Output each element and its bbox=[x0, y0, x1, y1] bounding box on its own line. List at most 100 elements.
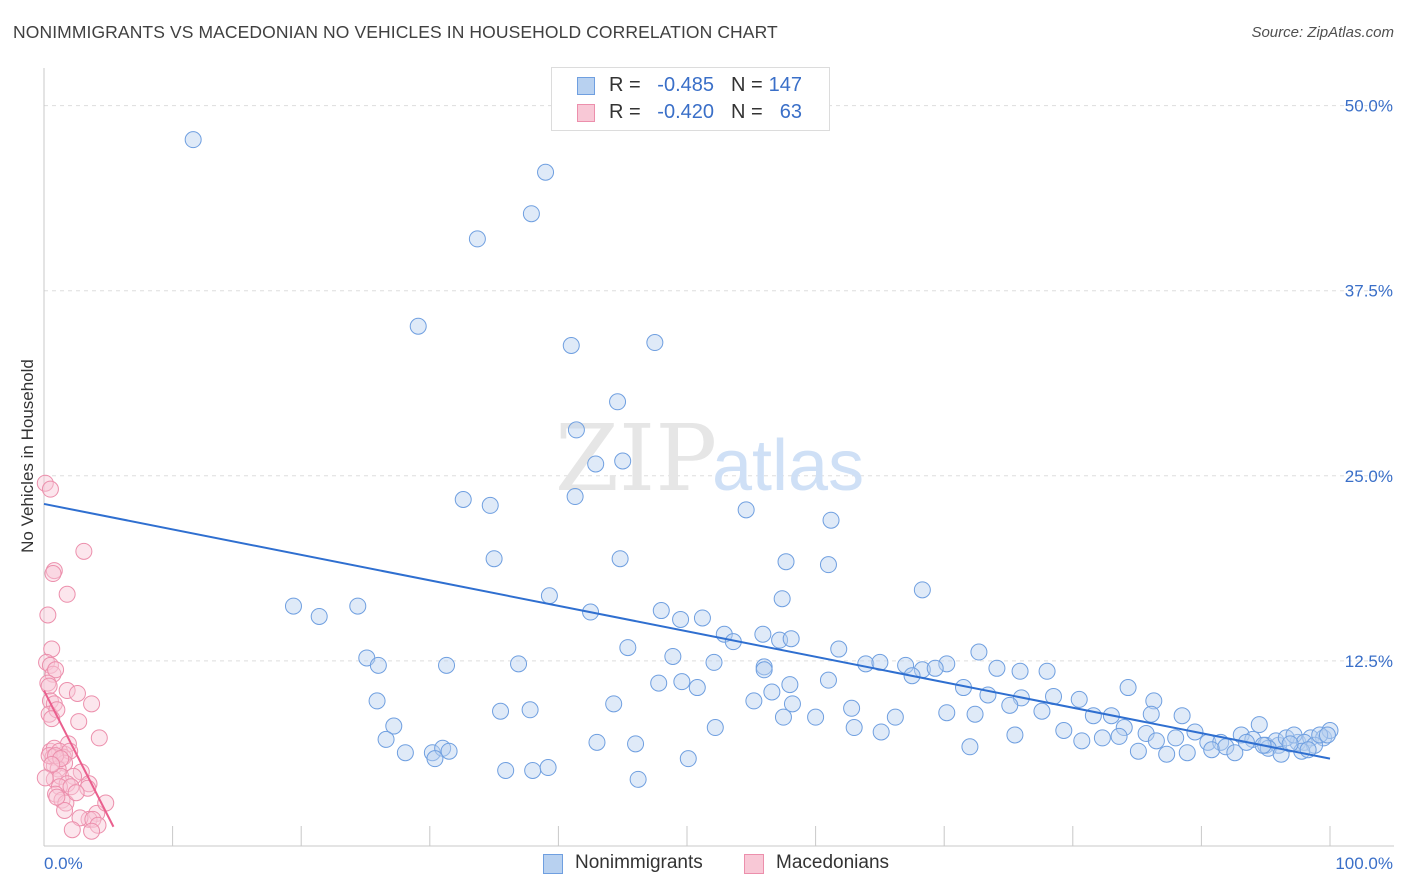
nonimmigrants-point-146 bbox=[1110, 727, 1128, 745]
macedonians-point-54 bbox=[97, 794, 115, 812]
nonimmigrants-point-25 bbox=[310, 607, 328, 625]
nonimmigrants-point-35 bbox=[782, 630, 800, 648]
macedonians-point-20 bbox=[83, 695, 101, 713]
nonimmigrants-point-123 bbox=[679, 750, 697, 768]
macedonians-point-23 bbox=[90, 729, 108, 747]
macedonians-point-4 bbox=[44, 565, 62, 583]
nonimmigrants-point-32 bbox=[754, 625, 772, 643]
nonimmigrants-point-68 bbox=[1145, 692, 1163, 710]
nonimmigrants-point-144 bbox=[1158, 745, 1176, 763]
macedonians-point-22 bbox=[70, 713, 88, 731]
nonimmigrants-point-6 bbox=[646, 334, 664, 352]
nonimmigrants-point-29 bbox=[693, 609, 711, 627]
nonimmigrants-point-56 bbox=[819, 671, 837, 689]
nonimmigrants-point-106 bbox=[1178, 744, 1196, 762]
nonimmigrants-point-143 bbox=[1281, 735, 1299, 753]
n-value: 63 bbox=[779, 101, 802, 123]
macedonians-point-15 bbox=[68, 684, 86, 702]
legend-label: Nonimmigrants bbox=[575, 852, 703, 873]
legend-item-macedonians[interactable]: Macedonians bbox=[744, 851, 914, 877]
nonimmigrants-point-136 bbox=[1167, 729, 1185, 747]
macedonians-point-13 bbox=[40, 677, 58, 695]
nonimmigrants-point-89 bbox=[396, 744, 414, 762]
nonimmigrants-point-77 bbox=[843, 699, 861, 717]
nonimmigrants-point-97 bbox=[872, 723, 890, 741]
r-label: R = bbox=[609, 74, 641, 96]
nonimmigrants-point-53 bbox=[1011, 662, 1029, 680]
nonimmigrants-point-75 bbox=[783, 695, 801, 713]
macedonians-point-6 bbox=[39, 606, 57, 624]
nonimmigrants-point-4 bbox=[409, 317, 427, 335]
nonimmigrants-point-80 bbox=[966, 705, 984, 723]
n-value: 147 bbox=[768, 74, 802, 96]
nonimmigrants-point-36 bbox=[830, 640, 848, 658]
legend-label: Macedonians bbox=[776, 852, 890, 873]
nonimmigrants-point-52 bbox=[988, 659, 1006, 677]
nonimmigrants-point-23 bbox=[284, 597, 302, 615]
tick-labels: 12.5% 25.0% 37.5% 50.0% 0.0% 100.0% bbox=[44, 97, 1393, 873]
nonimmigrants-point-1 bbox=[537, 163, 555, 181]
nonimmigrants-point-8 bbox=[567, 421, 585, 439]
nonimmigrants-point-67 bbox=[1119, 679, 1137, 697]
macedonians-point-60 bbox=[36, 769, 54, 787]
nonimmigrants-point-22 bbox=[773, 590, 791, 608]
nonimmigrants-point-19 bbox=[819, 556, 837, 574]
nonimmigrants-point-5 bbox=[562, 337, 580, 354]
macedonians-point-53 bbox=[89, 816, 107, 834]
nonimmigrants-point-57 bbox=[673, 673, 691, 691]
macedonians-point-58 bbox=[52, 750, 70, 768]
nonimmigrants-point-72 bbox=[521, 701, 539, 719]
nonimmigrants-point-118 bbox=[440, 742, 458, 760]
macedonians-point-62 bbox=[67, 784, 85, 802]
nonimmigrants-point-122 bbox=[629, 770, 647, 788]
macedonians-point-57 bbox=[47, 747, 65, 765]
macedonians-point-55 bbox=[63, 821, 81, 839]
x-tick-label-0: 0.0% bbox=[44, 854, 83, 873]
y-tick-label-0: 12.5% bbox=[1345, 652, 1393, 671]
nonimmigrants-point-95 bbox=[774, 708, 792, 726]
watermark: ZIP atlas bbox=[555, 405, 864, 512]
nonimmigrants-point-50 bbox=[926, 659, 944, 677]
stats-box: R = -0.485 N = 147 R = -0.420 N = 63 bbox=[551, 67, 830, 131]
nonimmigrants-point-43 bbox=[705, 653, 723, 671]
macedonians-point-56 bbox=[83, 822, 101, 840]
nonimmigrants-point-45 bbox=[857, 655, 875, 673]
legend-item-nonimmigrants[interactable]: Nonimmigrants bbox=[543, 851, 723, 877]
nonimmigrants-point-81 bbox=[1001, 696, 1019, 714]
nonimmigrants-legend-swatch bbox=[543, 854, 563, 874]
nonimmigrants-point-21 bbox=[540, 587, 558, 605]
nonimmigrants-point-120 bbox=[524, 761, 542, 779]
nonimmigrants-point-131 bbox=[1318, 726, 1336, 744]
nonimmigrants-point-96 bbox=[845, 719, 863, 737]
x-tick-label-1: 100.0% bbox=[1335, 854, 1393, 873]
nonimmigrants-point-73 bbox=[605, 695, 623, 713]
macedonians-point-51 bbox=[71, 809, 89, 827]
nonimmigrants-point-78 bbox=[886, 708, 904, 726]
nonimmigrants-point-15 bbox=[822, 511, 840, 529]
r-label: R = bbox=[609, 101, 641, 123]
nonimmigrants-point-17 bbox=[611, 550, 629, 568]
macedonians-point-48 bbox=[56, 801, 74, 819]
nonimmigrants-point-7 bbox=[609, 393, 627, 411]
nonimmigrants-point-40 bbox=[369, 656, 387, 674]
nonimmigrants-point-71 bbox=[492, 702, 510, 720]
nonimmigrants-point-69 bbox=[763, 683, 781, 701]
nonimmigrants-point-55 bbox=[755, 661, 773, 679]
nonimmigrants-point-12 bbox=[454, 491, 472, 508]
y-tick-label-3: 50.0% bbox=[1345, 97, 1393, 116]
nonimmigrants-point-14 bbox=[737, 501, 755, 519]
nonimmigrants-point-54 bbox=[1038, 662, 1056, 680]
nonimmigrants-point-74 bbox=[745, 692, 763, 710]
nonimmigrants-point-79 bbox=[938, 704, 956, 722]
nonimmigrants-point-70 bbox=[368, 692, 386, 710]
nonimmigrants-point-102 bbox=[1093, 729, 1111, 747]
macedonians-legend-swatch bbox=[744, 854, 764, 874]
nonimmigrants-point-117 bbox=[426, 750, 444, 768]
nonimmigrants-point-42 bbox=[510, 655, 528, 673]
macedonians-point-2 bbox=[75, 542, 93, 560]
macedonians-points bbox=[36, 474, 115, 840]
y-tick-label-1: 25.0% bbox=[1345, 467, 1393, 486]
nonimmigrants-point-13 bbox=[481, 496, 499, 514]
nonimmigrants-point-140 bbox=[1226, 744, 1244, 762]
nonimmigrants-point-145 bbox=[1129, 742, 1147, 760]
